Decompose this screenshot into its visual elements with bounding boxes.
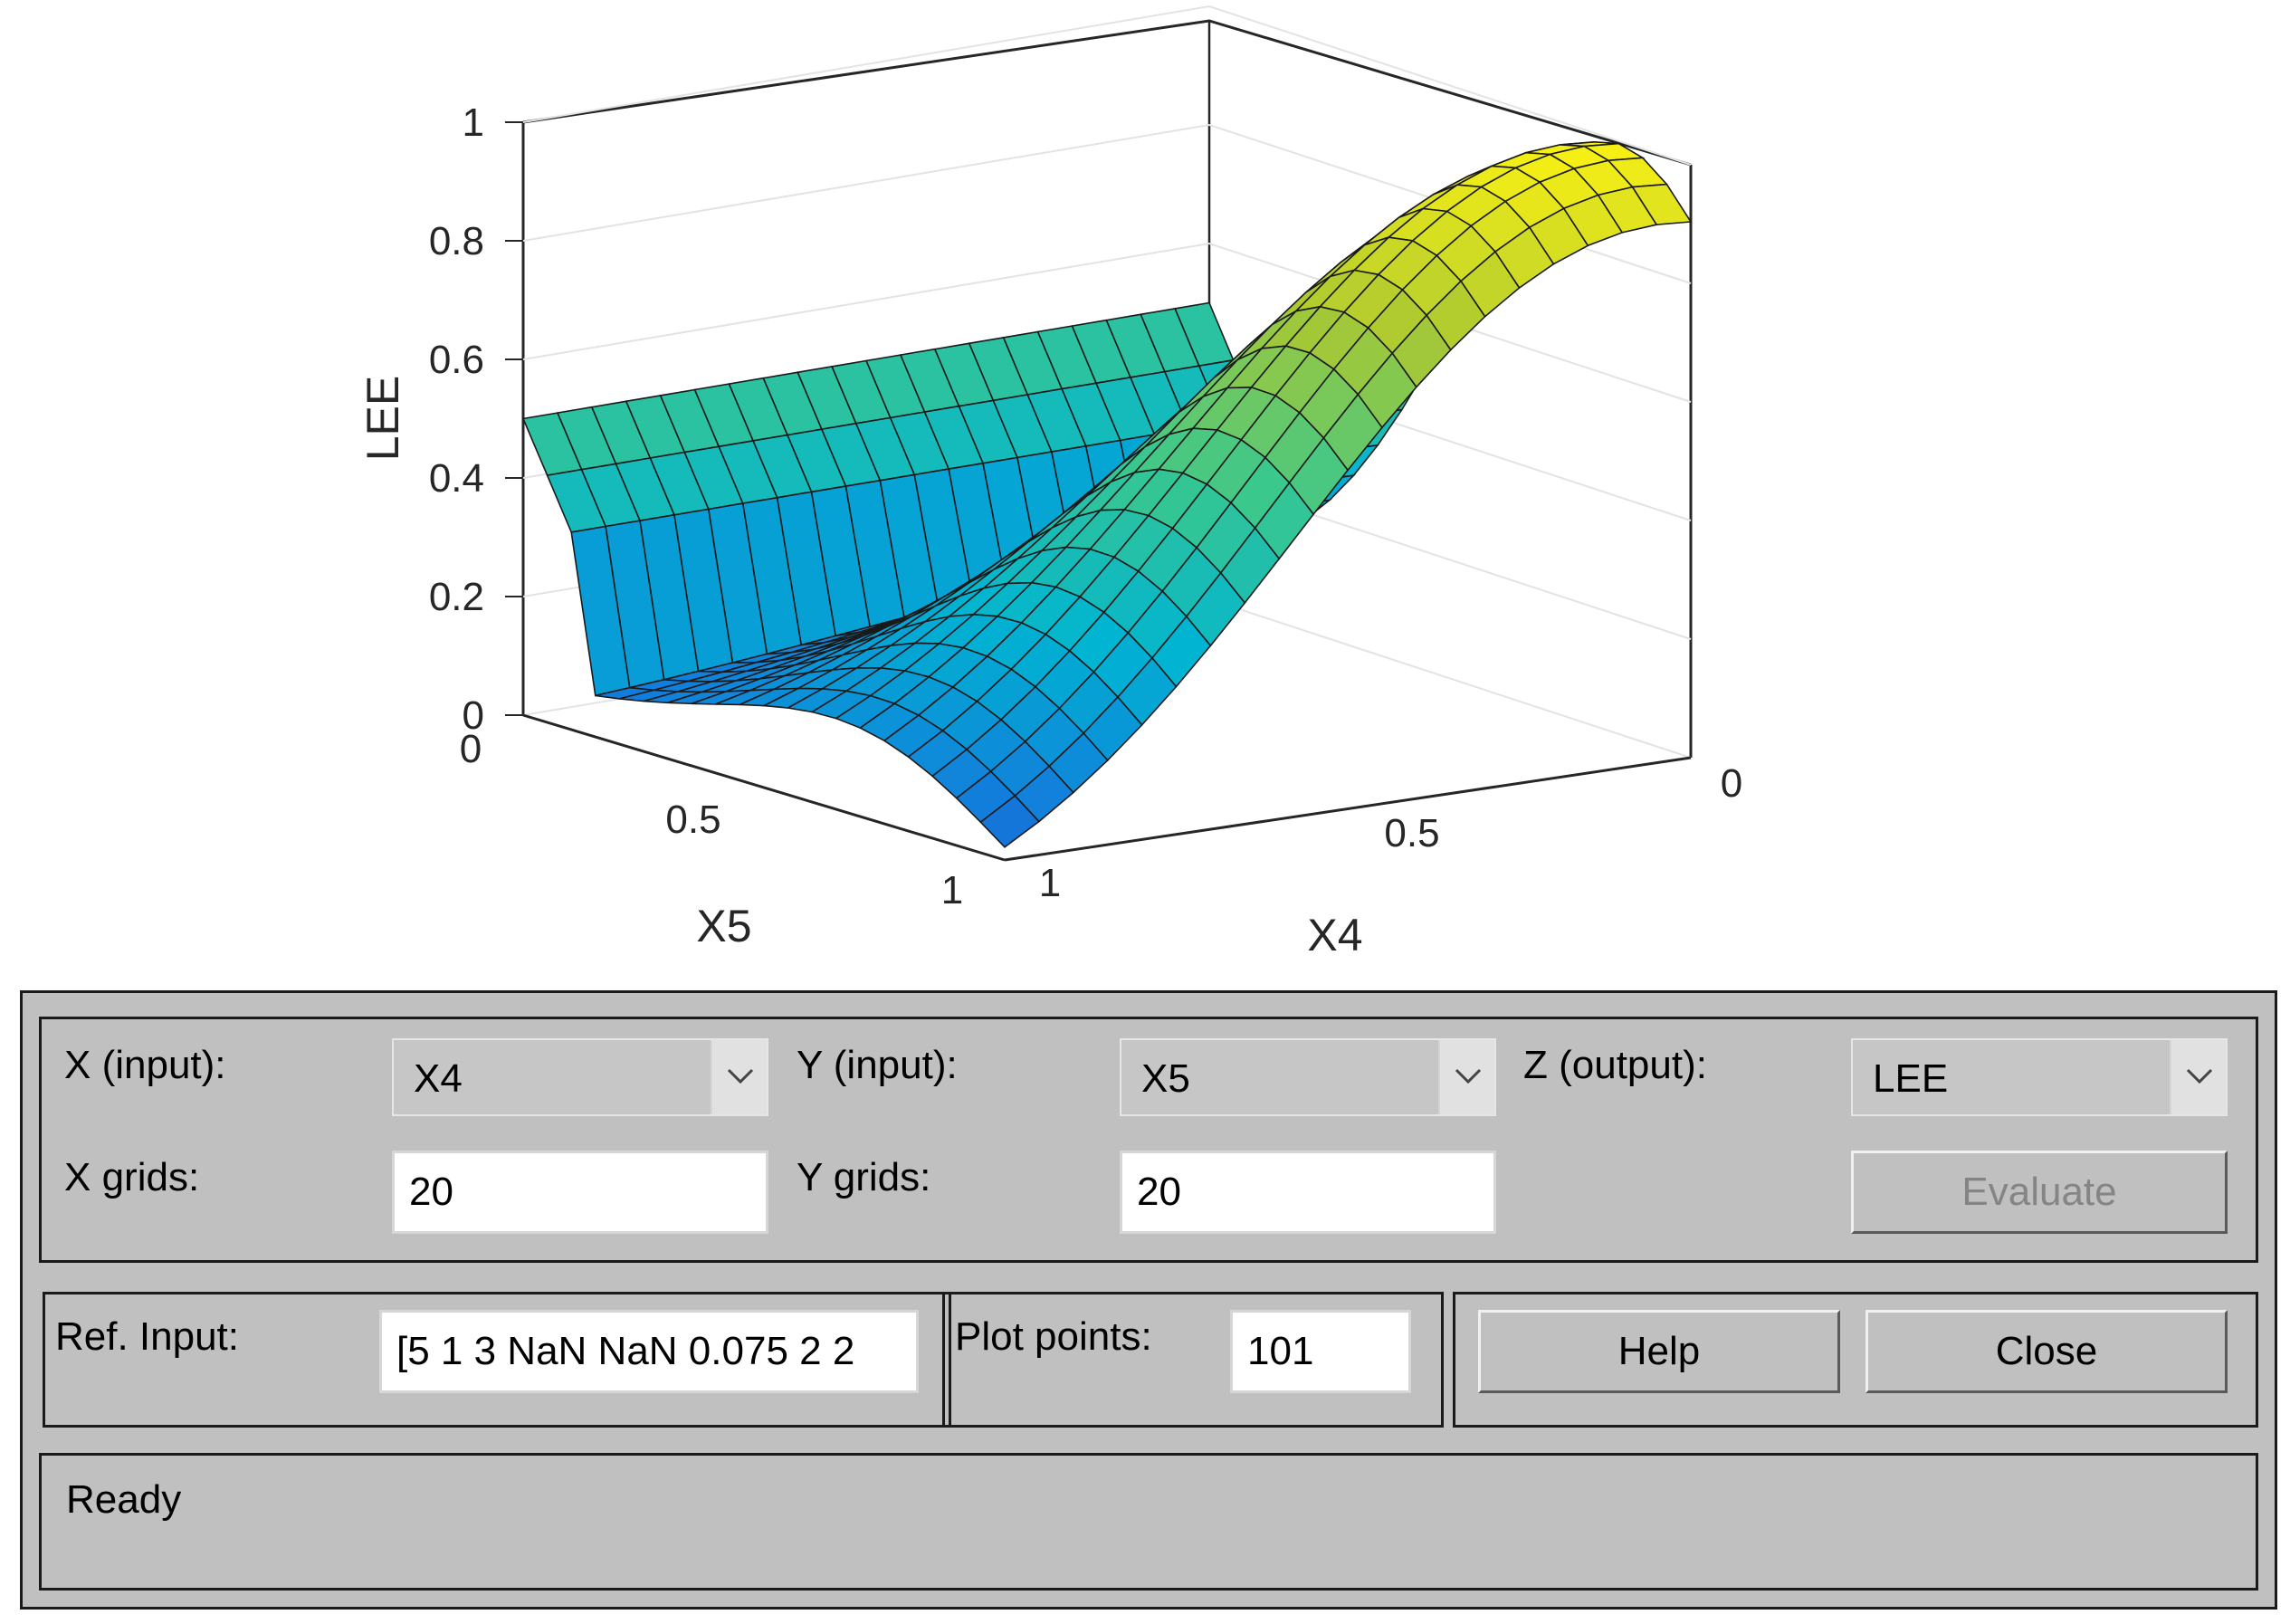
z-output-dropdown-button[interactable] [2170,1040,2226,1114]
z-tick-label: 0.2 [429,575,484,619]
help-button[interactable]: Help [1478,1310,1840,1393]
surface-plot: 0 0.2 0.4 0.6 0.8 1 0 0.5 1 0 0.5 1 X4 X5 LEE [358,5,1742,960]
chevron-down-icon [1455,1068,1482,1084]
plot-points-input[interactable] [1233,1313,1408,1390]
ref-input-frame [43,1292,951,1428]
plot-points-field[interactable] [1230,1310,1411,1393]
control-panel: X (input): X4 Y (input): X5 Z (output): … [20,990,2277,1610]
surface-mesh [521,140,1693,848]
z-tick-label: 0.8 [429,219,484,263]
x-grids-input[interactable] [395,1153,766,1231]
x-input-select[interactable]: X4 [392,1038,768,1116]
z-output-value: LEE [1873,1056,1949,1101]
x-input-dropdown-button[interactable] [711,1040,767,1114]
z-tick-label: 0 [463,693,484,738]
buttons-frame [1453,1292,2258,1428]
y-axis-label: X5 [696,901,751,951]
x-axis-label: X4 [1307,910,1362,960]
z-output-label: Z (output): [1523,1043,1707,1087]
y-input-label: Y (input): [797,1043,958,1087]
y-input-dropdown-button[interactable] [1438,1040,1494,1114]
y-tick-label: 0 [460,727,482,771]
x-grids-label: X grids: [64,1155,200,1199]
y-grids-label: Y grids: [797,1155,931,1199]
status-frame [39,1453,2258,1591]
ref-input-input[interactable] [382,1313,916,1390]
x-tick-label: 0.5 [1384,811,1439,855]
x-input-value: X4 [414,1056,463,1101]
plot-points-frame [942,1292,1444,1428]
y-tick-label: 0.5 [665,798,720,842]
x-input-label: X (input): [64,1043,226,1087]
surface-patch [979,795,1041,848]
y-input-value: X5 [1141,1056,1190,1101]
evaluate-button[interactable]: Evaluate [1851,1151,2228,1234]
x-tick-label: 1 [1039,861,1061,905]
plot-points-label: Plot points: [955,1314,1152,1359]
z-tick-label: 0.6 [429,338,484,382]
z-output-select[interactable]: LEE [1851,1038,2228,1116]
z-axis-label: LEE [358,376,408,462]
z-tick-label: 0.4 [429,456,484,501]
z-grid-line [522,242,1692,403]
status-text: Ready [66,1477,182,1522]
y-grids-field[interactable] [1120,1151,1496,1234]
x-grids-field[interactable] [392,1151,768,1234]
x-tick-label: 0 [1721,761,1742,806]
y-tick-label: 1 [941,868,963,912]
chevron-down-icon [727,1068,754,1084]
y-grids-input[interactable] [1122,1153,1493,1231]
y-input-select[interactable]: X5 [1120,1038,1496,1116]
z-grid-line [522,5,1692,166]
ref-input-label: Ref. Input: [55,1314,240,1359]
axes-selection-frame [39,1017,2258,1263]
chevron-down-icon [2186,1068,2213,1084]
ref-input-field[interactable] [379,1310,919,1393]
close-button[interactable]: Close [1865,1310,2228,1393]
z-tick-label: 1 [463,100,484,145]
